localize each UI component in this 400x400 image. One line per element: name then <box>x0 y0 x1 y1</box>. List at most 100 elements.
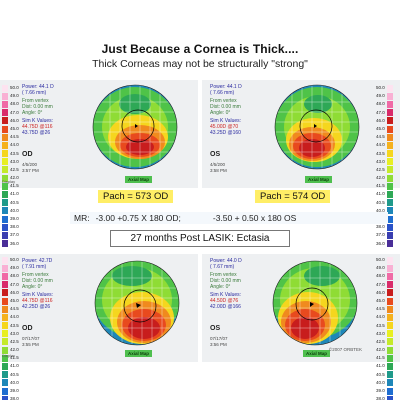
scale-swatch <box>2 182 8 190</box>
axial-map[interactable] <box>270 258 360 348</box>
scale-step: 41.5 <box>2 354 24 362</box>
scale-swatch <box>2 84 8 92</box>
scale-swatch <box>386 84 393 92</box>
scale-step: 42.0 <box>2 346 24 354</box>
scale-step: 42.0 <box>376 174 398 182</box>
scale-label: 39.0 <box>10 216 19 221</box>
scale-label: 48.0 <box>376 101 385 107</box>
scale-step: 50.0 <box>2 84 24 92</box>
scale-label: 41.5 <box>10 183 19 189</box>
scale-step: 42.5 <box>376 166 398 174</box>
axial-map-label: Axial Map <box>303 350 331 357</box>
scale-label: 50.0 <box>10 85 19 90</box>
refraction-label: MR: <box>74 213 90 223</box>
scale-label: 40.0 <box>376 207 385 213</box>
scale-swatch <box>2 272 8 280</box>
scale-label: 40.5 <box>10 199 19 205</box>
scale-swatch <box>386 223 393 231</box>
scale-label: 37.0 <box>10 232 19 238</box>
scale-label: 47.0 <box>10 109 19 115</box>
scale-swatch <box>2 379 8 387</box>
scale-step: 44.0 <box>376 313 398 321</box>
scale-step: 45.0 <box>376 297 398 305</box>
scale-step: 37.0 <box>376 231 398 239</box>
scale-label: 49.0 <box>10 93 19 99</box>
scale-swatch <box>2 92 8 100</box>
scale-label: 41.0 <box>376 191 385 197</box>
scale-swatch <box>386 158 393 166</box>
scale-step: 47.0 <box>376 281 398 289</box>
scale-label: 45.0 <box>376 125 385 131</box>
scale-label: 40.5 <box>376 371 385 377</box>
topography-panel-bottom-right: Power: 44.0 D ( 7.67 mm) From vertex Dis… <box>202 254 400 400</box>
scale-step: 40.5 <box>376 199 398 207</box>
axial-map[interactable] <box>272 82 362 172</box>
scale-label: 39.0 <box>376 388 385 393</box>
scale-swatch <box>2 330 8 338</box>
scale-step: 40.0 <box>2 207 24 215</box>
scale-step: 40.5 <box>376 371 398 379</box>
scale-swatch <box>386 313 393 321</box>
scale-swatch <box>386 207 393 215</box>
scale-step: 38.0 <box>2 223 24 231</box>
scale-swatch <box>386 199 393 207</box>
scale-step: 47.0 <box>376 109 398 117</box>
scale-swatch <box>2 231 8 239</box>
scale-label: 48.0 <box>10 101 19 107</box>
display-label: Display <box>2 353 16 358</box>
scale-label: 47.0 <box>376 281 385 287</box>
scale-label: 43.0 <box>376 330 385 336</box>
color-scale: 50.0 49.0 48.0 47.0 46.0 45.0 44.5 44.0 43.5 43.0… <box>2 256 24 400</box>
scale-label: 46.0 <box>376 289 385 295</box>
scale-label: 49.0 <box>376 265 385 271</box>
scale-label: 44.0 <box>376 142 385 148</box>
scale-swatch <box>386 100 393 108</box>
refraction-od: -3.00 +0.75 X 180 OD; <box>95 213 181 223</box>
scale-step: 40.0 <box>2 379 24 387</box>
scale-label: 44.0 <box>376 314 385 320</box>
scale-swatch <box>386 166 393 174</box>
scale-label: 44.5 <box>376 134 385 140</box>
scale-label: 38.0 <box>10 396 19 400</box>
scale-swatch <box>2 109 8 117</box>
scale-swatch <box>386 330 393 338</box>
scale-swatch <box>2 166 8 174</box>
scale-label: 48.0 <box>376 273 385 279</box>
scale-step: 41.0 <box>2 190 24 199</box>
scale-step: 42.5 <box>2 166 24 174</box>
scale-step: 48.0 <box>376 272 398 280</box>
scale-swatch <box>2 158 8 166</box>
scale-swatch <box>2 191 8 199</box>
scale-swatch <box>2 387 8 395</box>
scale-step: 44.5 <box>376 305 398 313</box>
scale-step: 41.0 <box>2 362 24 371</box>
scale-step: 41.5 <box>376 182 398 190</box>
measurement-info: Power: 42.7D ( 7.91 mm) From vertex Dist… <box>22 258 54 310</box>
scale-step: 43.5 <box>2 150 24 158</box>
scale-swatch <box>386 387 393 395</box>
scale-label: 46.0 <box>10 117 19 123</box>
scale-label: 42.0 <box>376 175 385 181</box>
scale-swatch <box>386 182 393 190</box>
pachymetry-od: Pach = 573 OD <box>98 190 174 203</box>
axial-map-label: Axial Map <box>125 350 153 357</box>
scale-step: 41.5 <box>376 354 398 362</box>
exam-timestamp: 4/5/200 3:58 PM <box>210 162 227 173</box>
scale-label: 44.0 <box>10 142 19 148</box>
scale-swatch <box>2 338 8 346</box>
measurement-info: Power: 44.1 D ( 7.66 mm) From vertex Dis… <box>22 84 54 136</box>
axial-map[interactable] <box>92 258 182 348</box>
scale-swatch <box>386 191 393 199</box>
scale-swatch <box>2 125 8 133</box>
scale-label: 50.0 <box>376 257 385 262</box>
scale-step: 50.0 <box>376 256 398 264</box>
scale-swatch <box>386 231 393 239</box>
scale-swatch <box>2 305 8 313</box>
scale-label: 44.5 <box>10 306 19 312</box>
axial-map[interactable] <box>90 82 180 172</box>
scale-label: 40.0 <box>10 207 19 213</box>
scale-label: 44.5 <box>376 306 385 312</box>
scale-swatch <box>2 100 8 108</box>
scale-swatch <box>386 272 393 280</box>
scale-label: 45.0 <box>10 125 19 131</box>
